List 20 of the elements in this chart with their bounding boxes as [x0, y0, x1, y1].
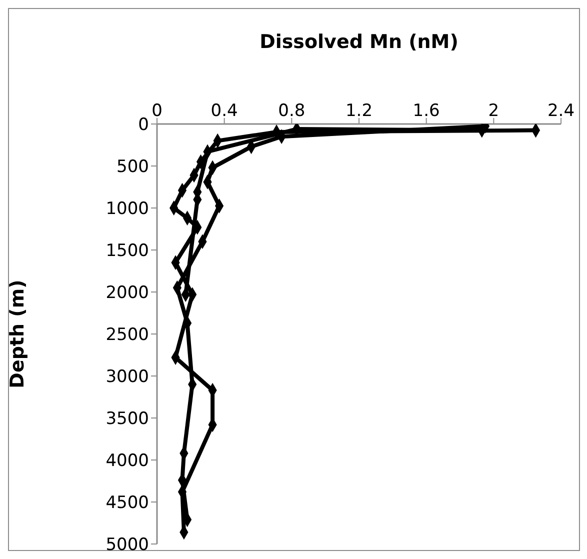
y-tick-label: 1500 [106, 241, 149, 262]
x-tick-label: 0.4 [210, 101, 238, 121]
y-tick-label: 3000 [106, 367, 149, 388]
y-tick-label: 3500 [106, 409, 149, 430]
y-tick-label: 2000 [106, 283, 149, 304]
y-tick-label: 4500 [106, 493, 149, 514]
y-tick-label: 1000 [106, 199, 149, 220]
y-axis-title: Depth (m) [6, 280, 29, 388]
x-tick-label: 2 [488, 101, 500, 121]
y-tick-label: 5000 [106, 535, 149, 556]
y-tick-label: 0 [138, 115, 149, 136]
x-tick-label: 1.6 [412, 101, 440, 121]
x-tick-label: 0 [152, 101, 162, 121]
y-tick-label: 4000 [106, 451, 149, 472]
x-tick-label: 0.8 [278, 101, 306, 121]
y-tick-label: 500 [116, 157, 149, 178]
x-tick-label: 1.2 [345, 101, 373, 121]
x-tick-label: 2.4 [547, 101, 575, 121]
y-tick-label: 2500 [106, 325, 149, 346]
x-axis-title: Dissolved Mn (nM) [260, 31, 458, 53]
